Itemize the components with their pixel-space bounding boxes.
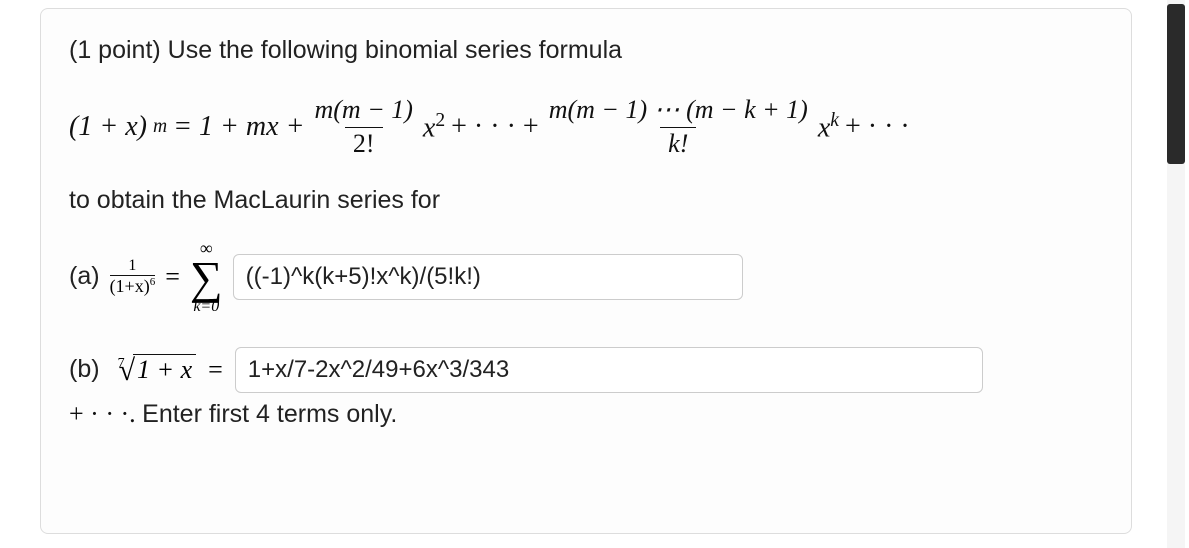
fraction-1: m(m − 1) 2! <box>310 96 416 158</box>
expk: k <box>830 110 839 131</box>
sigma-bottom: k=0 <box>193 299 219 315</box>
subtext: to obtain the MacLaurin series for <box>69 186 1103 215</box>
scrollbar-thumb[interactable] <box>1167 4 1185 164</box>
xk: x <box>818 112 830 143</box>
lhs-exp: m <box>153 116 167 138</box>
x-after-frac1: x2 <box>423 110 445 144</box>
frac2-den: k! <box>660 127 696 159</box>
parta-frac-num: 1 <box>128 258 136 275</box>
parta-frac-den-exp: 6 <box>150 276 156 288</box>
prompt-line: (1 point) Use the following binomial ser… <box>69 33 1103 68</box>
part-b-label: (b) <box>69 355 100 384</box>
part-b-trailer: + · · ·. Enter first 4 terms only. <box>69 399 1103 429</box>
part-a-answer-input[interactable] <box>233 254 743 300</box>
points-label: (1 point) <box>69 36 168 64</box>
parta-equals: = <box>165 262 180 292</box>
part-a-row: (a) 1 (1+x)6 = ∞ ∑ k=0 <box>69 239 1103 314</box>
exp2: 2 <box>435 110 445 131</box>
parta-frac-den-base: (1+x) <box>110 276 150 296</box>
page-root: (1 point) Use the following binomial ser… <box>0 0 1189 548</box>
frac1-den: 2! <box>345 127 383 159</box>
part-a-fraction: 1 (1+x)6 <box>110 258 156 295</box>
plus-dots: + · · · + <box>451 112 539 143</box>
intro-text: Use the following binomial series formul… <box>168 36 622 64</box>
formula-tail: + · · · <box>845 112 910 143</box>
partb-equals: = <box>208 355 223 385</box>
part-b-answer-input[interactable] <box>235 347 983 393</box>
x-after-frac2: xk <box>818 110 839 144</box>
binomial-formula: (1 + x)m = 1 + mx + m(m − 1) 2! x2 + · ·… <box>69 96 1103 158</box>
seventh-root: 7 √ 1 + x <box>112 354 197 385</box>
parta-frac-den: (1+x)6 <box>110 275 156 295</box>
fraction-2: m(m − 1) ⋯ (m − k + 1) k! <box>545 96 812 158</box>
eq-and-first-terms: = 1 + mx + <box>173 112 304 143</box>
part-a-label: (a) <box>69 262 100 291</box>
x1: x <box>423 112 435 143</box>
radicand: 1 + x <box>133 354 196 385</box>
partb-instruction: Enter first 4 terms only. <box>142 400 397 428</box>
problem-card: (1 point) Use the following binomial ser… <box>40 8 1132 534</box>
frac2-num: m(m − 1) ⋯ (m − k + 1) <box>545 96 812 127</box>
sigma-symbol: ∑ <box>190 257 223 298</box>
partb-tail: + · · ·. <box>69 399 142 428</box>
part-b-row: (b) 7 √ 1 + x = <box>69 347 1103 393</box>
lhs-base: (1 + x) <box>69 112 147 143</box>
radical-symbol: √ <box>119 356 135 386</box>
sigma-notation: ∞ ∑ k=0 <box>190 239 223 314</box>
frac1-num: m(m − 1) <box>310 96 416 127</box>
